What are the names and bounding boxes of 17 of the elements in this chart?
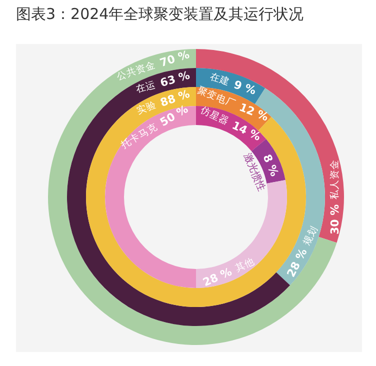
slice-label: 托卡马克 bbox=[118, 120, 160, 152]
slice-label: 在建 bbox=[208, 70, 232, 88]
slice-label: 仿星器 bbox=[198, 103, 232, 128]
slice-label: 规划 bbox=[300, 224, 320, 248]
chart-title: 图表3：2024年全球聚变装置及其运行状况 bbox=[16, 5, 304, 23]
data-label: 63 % bbox=[158, 68, 192, 90]
slice-label: 在运 bbox=[134, 78, 158, 96]
slice-label: 实验 bbox=[134, 98, 158, 116]
slice-label: 私人资金 bbox=[328, 159, 340, 200]
data-label: 70 % bbox=[158, 47, 191, 70]
data-label: 30 % bbox=[328, 204, 342, 235]
slice-label: 其他 bbox=[233, 254, 256, 274]
data-label: 28 % bbox=[284, 246, 310, 279]
data-label: 8 % bbox=[260, 152, 282, 178]
data-label: 9 % bbox=[232, 78, 258, 97]
data-label: 28 % bbox=[200, 264, 234, 289]
donut-slice bbox=[48, 49, 337, 345]
